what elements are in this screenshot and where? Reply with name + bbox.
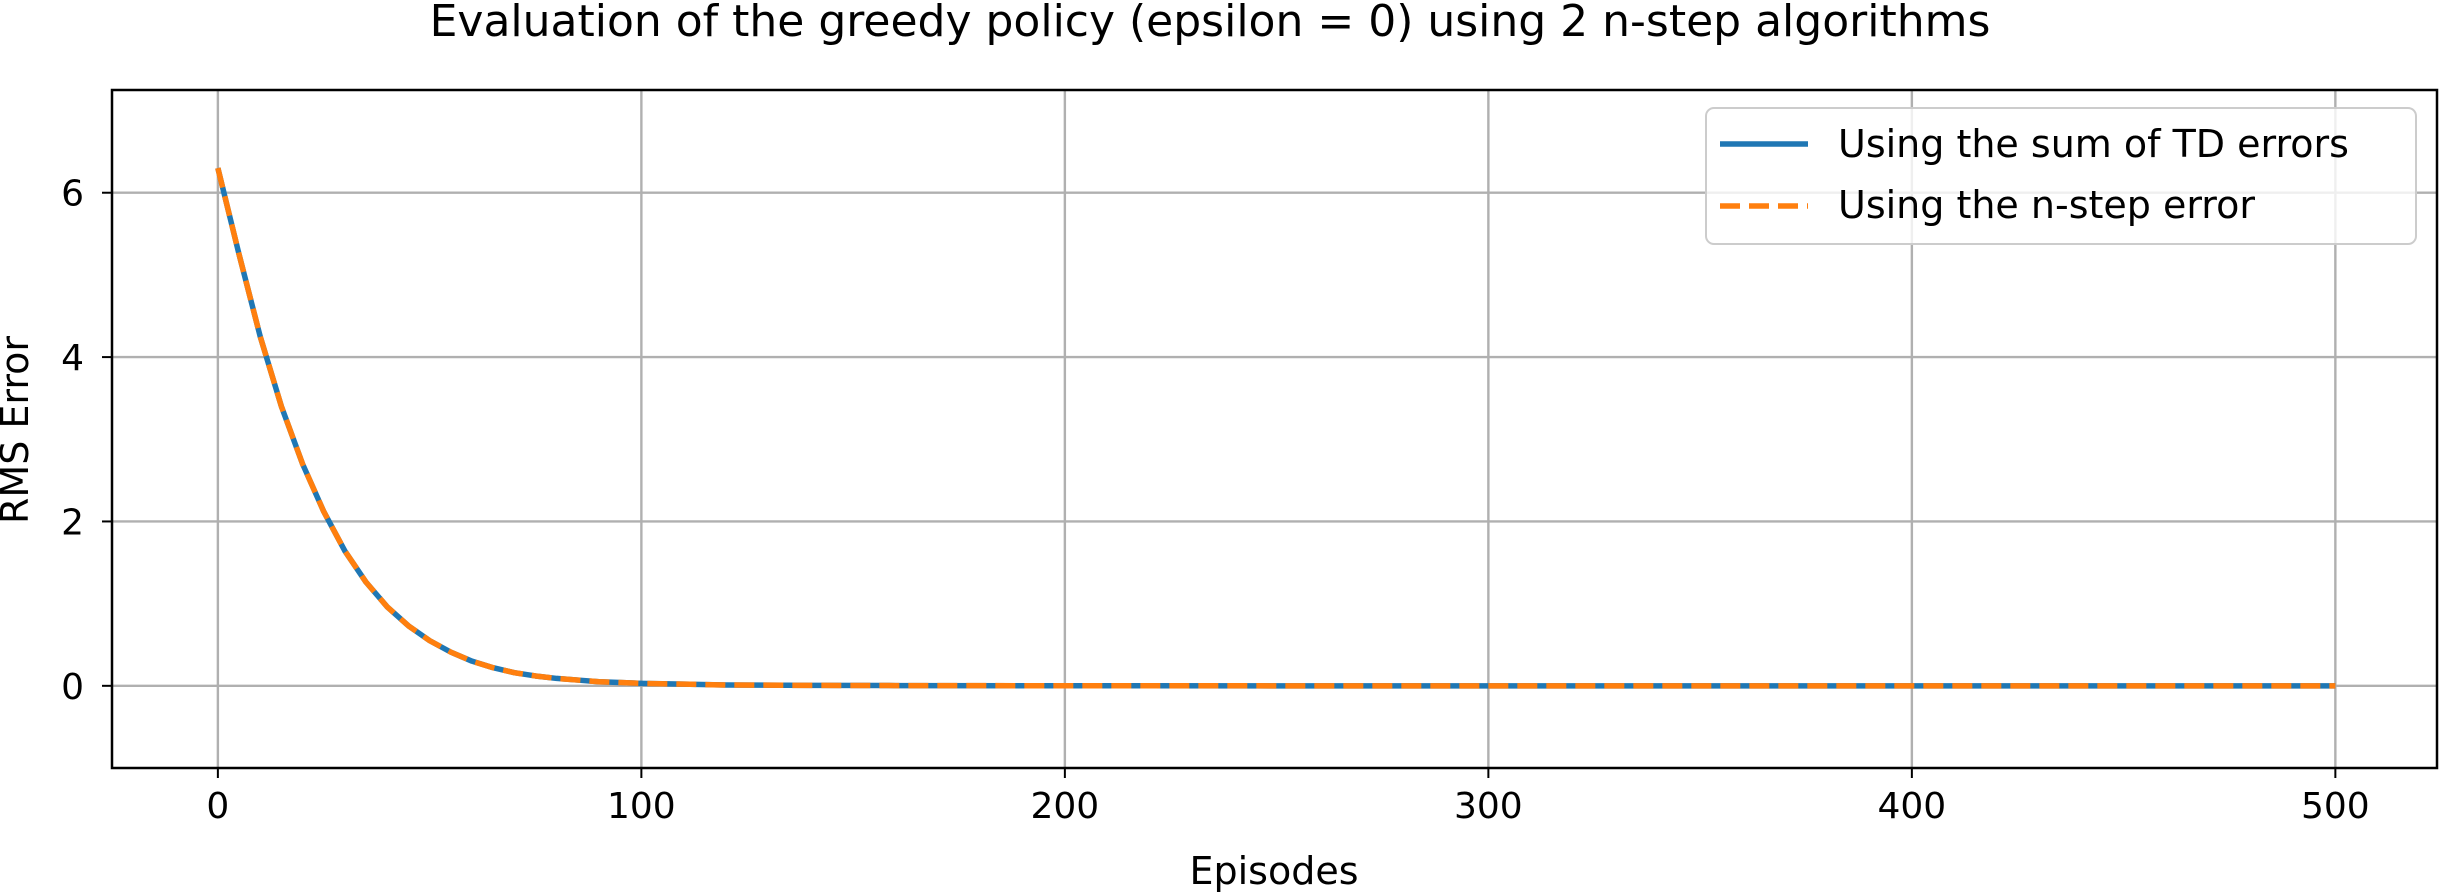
- legend: Using the sum of TD errors Using the n-s…: [1705, 107, 2417, 245]
- axis-ticks: 0 100 200 300 400 500 0 2 4 6: [61, 174, 2370, 827]
- x-tick-label: 500: [2301, 786, 2370, 827]
- x-tick-label: 200: [1031, 786, 1100, 827]
- x-axis-label: Episodes: [1189, 849, 1358, 893]
- legend-label-sum-of-td-errors: Using the sum of TD errors: [1838, 122, 2349, 166]
- series-line-1: [215, 167, 2336, 689]
- y-tick-label: 0: [61, 667, 84, 708]
- y-axis-label: RMS Error: [0, 336, 37, 524]
- y-tick-label: 2: [61, 502, 84, 543]
- y-tick-label: 4: [61, 338, 84, 379]
- x-tick-label: 0: [206, 786, 229, 827]
- legend-label-n-step-error: Using the n-step error: [1838, 183, 2255, 227]
- series-lines: [215, 167, 2336, 689]
- x-tick-label: 100: [607, 786, 676, 827]
- plot-frame: [110, 88, 2439, 770]
- x-tick-label: 400: [1878, 786, 1947, 827]
- legend-box: [1705, 107, 2417, 245]
- chart-title: Evaluation of the greedy policy (epsilon…: [430, 0, 1991, 47]
- y-tick-label: 6: [61, 174, 84, 215]
- x-tick-label: 300: [1454, 786, 1523, 827]
